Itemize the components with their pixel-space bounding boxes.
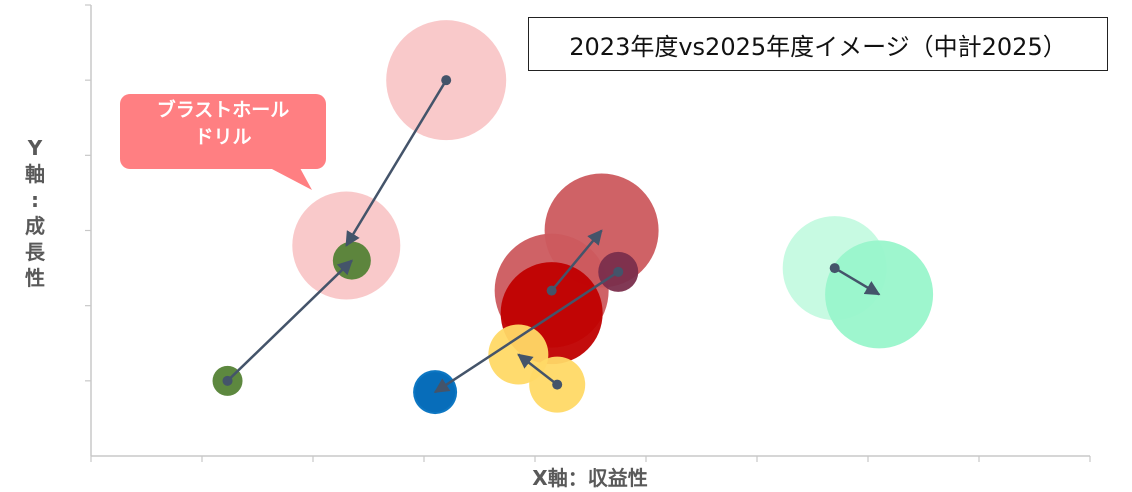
- y-axis-label-char: 成: [25, 214, 45, 238]
- arrow-green: [226, 259, 353, 382]
- y-axis-label-char: 長: [25, 240, 45, 264]
- arrow-pink: [345, 79, 448, 247]
- arrow-start-dot-mint: [829, 263, 840, 274]
- arrow-start-dot-yellow: [552, 379, 563, 390]
- callout-shape: [120, 94, 326, 190]
- chart-title: 2023年度vs2025年度イメージ（中計2025）: [528, 17, 1108, 71]
- callout-line-1: ブラストホール: [156, 99, 290, 121]
- arrows-layer: [222, 75, 881, 394]
- y-axis-label-char: 軸: [25, 162, 45, 186]
- arrow-darkred: [550, 229, 603, 292]
- arrow-purple: [433, 270, 619, 394]
- y-axis-label-char: :: [31, 188, 39, 212]
- arrow-start-dot-darkred: [546, 285, 557, 296]
- y-axis-label-char: 性: [25, 266, 45, 290]
- axis-ticks: [85, 4, 1091, 462]
- callout-label: ブラストホール ドリル: [122, 97, 324, 151]
- callout-line-2: ドリル: [194, 126, 252, 148]
- arrow-start-dot-green: [222, 375, 233, 386]
- arrow-start-dot-purple: [613, 266, 624, 277]
- bubbles-layer: [212, 20, 934, 415]
- arrow-mint: [834, 267, 881, 296]
- x-axis-label: X軸：収益性: [532, 466, 648, 490]
- arrow-yellow: [517, 353, 558, 386]
- arrow-start-dot-pink: [441, 75, 452, 86]
- y-axis-label-char: Y: [27, 136, 43, 160]
